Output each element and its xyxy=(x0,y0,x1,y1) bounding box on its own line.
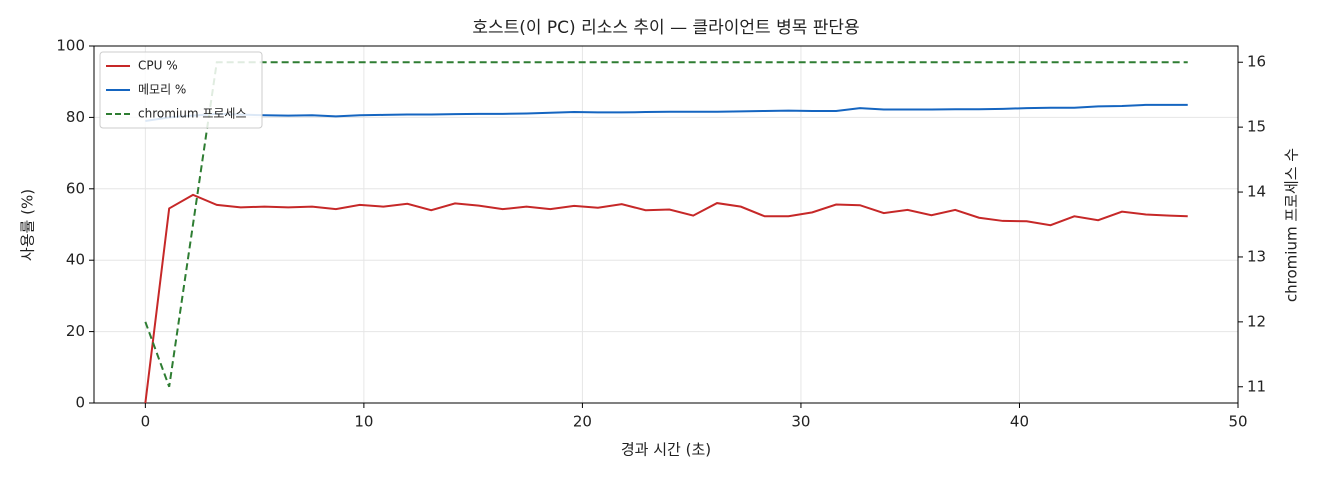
y2-axis-label: chromium 프로세스 수 xyxy=(1283,148,1301,302)
y2-tick-label: 13 xyxy=(1247,247,1266,265)
x-tick-label: 20 xyxy=(573,413,592,431)
series-line xyxy=(144,193,1188,404)
legend-label: CPU % xyxy=(138,59,178,73)
series-line xyxy=(144,61,1188,388)
plot-frame xyxy=(93,45,1239,404)
x-tick-label: 10 xyxy=(354,413,373,431)
legend-box xyxy=(99,51,263,129)
y2-tick-label: 14 xyxy=(1247,183,1266,201)
y-tick-label: 80 xyxy=(66,108,85,126)
legend-label: chromium 프로세스 xyxy=(138,107,247,121)
x-tick-label: 0 xyxy=(141,413,151,431)
y2-tick-label: 16 xyxy=(1247,53,1266,71)
legend-label: 메모리 % xyxy=(138,83,186,97)
y-tick-label: 40 xyxy=(66,251,85,269)
y-tick-label: 20 xyxy=(66,322,85,340)
y2-tick-label: 15 xyxy=(1247,118,1266,136)
series-line xyxy=(145,103,1188,122)
y-tick-label: 60 xyxy=(66,179,85,197)
y-tick-label: 0 xyxy=(75,394,85,412)
x-tick-label: 40 xyxy=(1010,413,1029,431)
x-tick-label: 50 xyxy=(1228,413,1247,431)
x-tick-label: 30 xyxy=(791,413,810,431)
x-axis-label: 경과 시간 (초) xyxy=(621,441,711,459)
y2-tick-label: 11 xyxy=(1247,377,1266,395)
chart-title: 호스트(이 PC) 리소스 추이 — 클라이언트 병목 판단용 xyxy=(472,18,859,38)
y-tick-label: 100 xyxy=(56,37,85,55)
y2-tick-label: 12 xyxy=(1247,312,1266,330)
y-axis-label: 사용률 (%) xyxy=(19,189,37,261)
